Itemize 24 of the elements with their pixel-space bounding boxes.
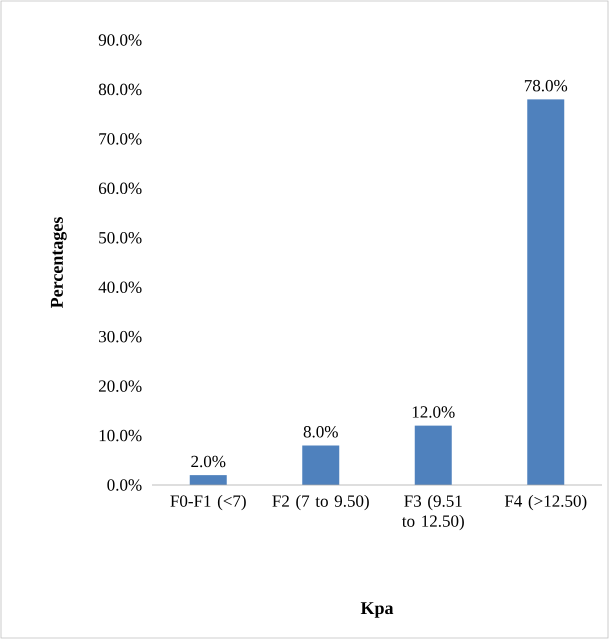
y-tick-label: 20.0% [98,380,142,392]
y-tick-label: 50.0% [99,232,142,244]
bar [527,99,564,485]
y-tick-label: 70.0% [99,133,142,145]
y-tick-label: 90.0% [98,34,142,46]
y-axis-title: Percentages [50,217,67,308]
y-tick-label: 60.0% [98,182,142,194]
x-tick-label: F3 (9.51 to 12.50) [402,494,464,530]
data-label: 8.0% [304,426,338,438]
y-tick-label: 0.0% [107,479,142,491]
bar [302,445,340,485]
data-label: 2.0% [191,456,226,468]
x-tick-label: F2 (7 to 9.50) [272,494,369,510]
x-tick-label: F4 (>12.50) [504,494,586,510]
y-tick-label: 30.0% [99,330,142,342]
data-label: 12.0% [412,406,455,418]
y-tick-label: 10.0% [100,430,142,442]
y-tick-label: 80.0% [98,84,142,96]
x-tick-label: F0-F1 (<7) [170,494,246,510]
x-axis-title: Kpa [360,602,394,618]
bar [414,426,452,485]
bar [190,475,227,485]
y-tick-label: 40.0% [98,281,142,293]
data-label: 78.0% [524,80,568,92]
